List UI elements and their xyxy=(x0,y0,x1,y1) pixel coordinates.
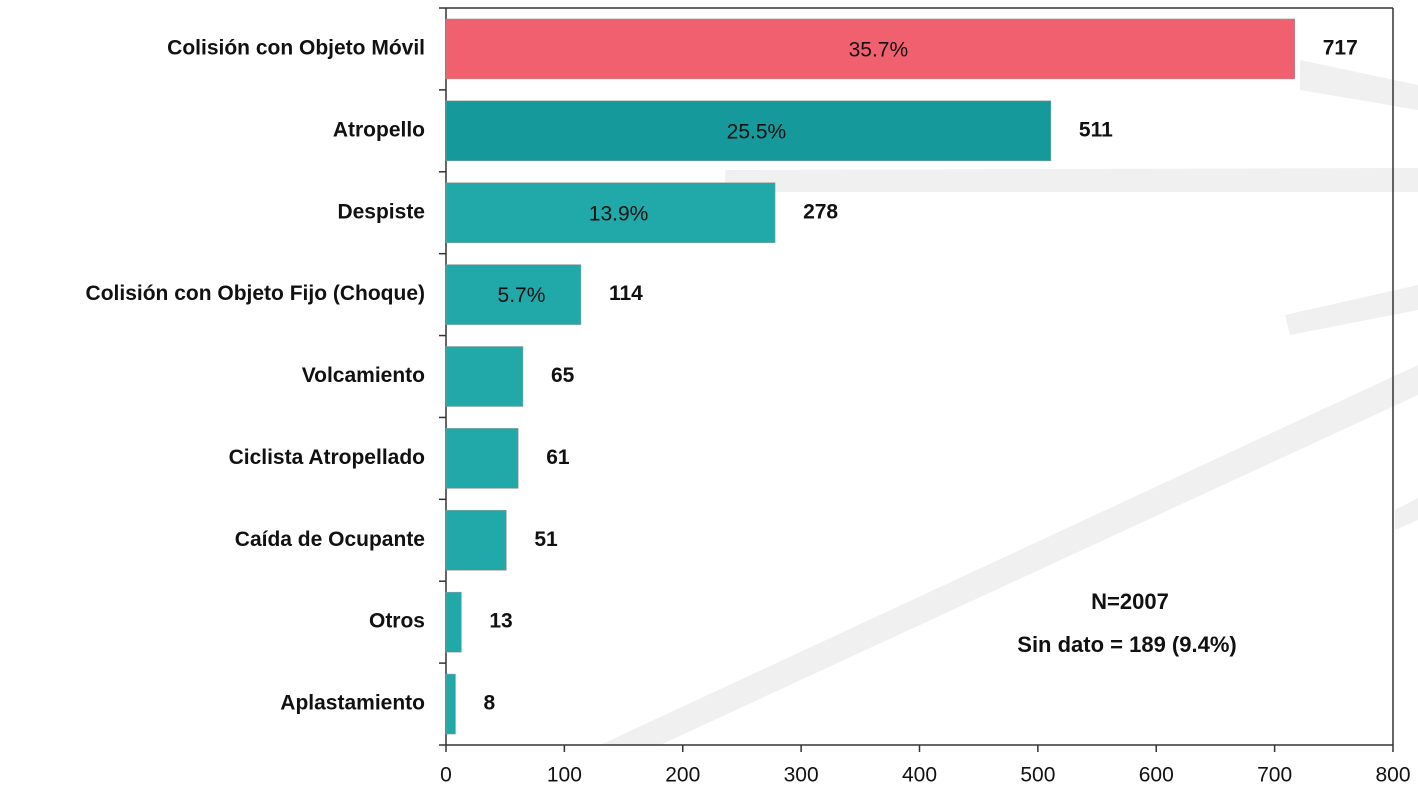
x-tick-label: 600 xyxy=(1139,764,1174,787)
x-tick-label: 800 xyxy=(1375,764,1410,787)
bar xyxy=(445,673,456,735)
bar xyxy=(445,100,1052,162)
category-label: Despiste xyxy=(337,200,425,223)
share-label: 25.5% xyxy=(727,120,787,143)
category-label: Otros xyxy=(369,610,425,633)
category-label: Colisión con Objeto Fijo (Choque) xyxy=(86,282,425,305)
x-tick-label: 400 xyxy=(902,764,937,787)
value-label: 8 xyxy=(483,692,495,715)
category-label: Caída de Ocupante xyxy=(235,528,425,551)
x-tick-label: 700 xyxy=(1257,764,1292,787)
value-label: 278 xyxy=(803,200,838,223)
annotation: Sin dato = 189 (9.4%) xyxy=(1017,632,1236,657)
category-label: Volcamiento xyxy=(302,364,425,387)
x-tick-label: 0 xyxy=(440,764,452,787)
value-label: 61 xyxy=(546,446,570,469)
x-tick-label: 100 xyxy=(547,764,582,787)
value-label: 717 xyxy=(1323,36,1358,59)
value-label: 65 xyxy=(551,364,575,387)
category-label: Colisión con Objeto Móvil xyxy=(167,36,425,59)
x-tick-label: 200 xyxy=(665,764,700,787)
bar xyxy=(445,18,1295,80)
share-label: 5.7% xyxy=(498,284,546,307)
annotation: N=2007 xyxy=(1091,589,1169,614)
value-label: 114 xyxy=(609,282,643,305)
category-label: Ciclista Atropellado xyxy=(229,446,425,469)
value-label: 51 xyxy=(534,528,558,551)
value-label: 13 xyxy=(489,610,512,633)
value-label: 511 xyxy=(1079,118,1113,141)
bar xyxy=(445,182,776,243)
x-tick-label: 300 xyxy=(784,764,819,787)
bar xyxy=(445,591,462,653)
bar xyxy=(445,264,582,325)
share-label: 13.9% xyxy=(589,202,649,225)
bar xyxy=(445,510,507,571)
bar xyxy=(445,346,524,407)
share-label: 35.7% xyxy=(849,38,909,61)
category-label: Atropello xyxy=(333,118,425,141)
bar xyxy=(445,428,519,489)
background-stripes xyxy=(600,60,1418,745)
x-tick-label: 500 xyxy=(1020,764,1055,787)
category-label: Aplastamiento xyxy=(280,692,425,715)
